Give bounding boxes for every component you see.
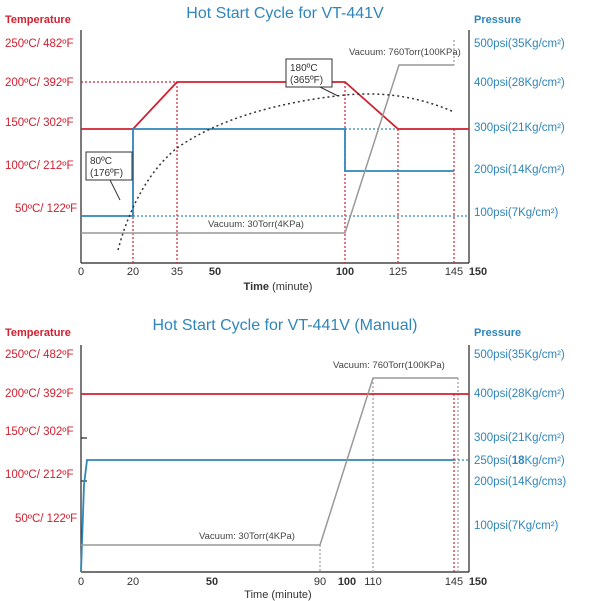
chart-1-callout-80c-line1: 80ºC xyxy=(90,156,112,167)
chart-1-x-tick-0: 0 xyxy=(78,266,84,278)
chart-2-x-tick-150: 150 xyxy=(469,576,487,588)
chart-1-left-tick-100: 100ºC/ 212ºF xyxy=(5,160,74,172)
chart-1-callout-180c-box xyxy=(285,58,333,88)
chart-2-x-tick-100: 100 xyxy=(338,576,356,588)
chart-2-x-tick-110: 110 xyxy=(364,576,382,588)
chart-2-x-tick-90: 90 xyxy=(314,576,326,588)
chart-1-left-tick-250: 250ºC/ 482ºF xyxy=(5,38,74,50)
chart-1-pressure-line xyxy=(81,128,454,217)
chart-2-right-tick-250-bold: 18 xyxy=(512,455,525,467)
chart-2-right-tick-250: 250psi(18Kg/cm²) xyxy=(474,455,565,467)
chart-2-x-tick-0: 0 xyxy=(78,576,84,588)
chart-1-x-tick-35: 35 xyxy=(171,266,183,278)
chart-1-callout-80c-line2: (176ºF) xyxy=(90,168,123,179)
chart-2-vacuum-low-label: Vacuum: 30Torr(4KPa) xyxy=(199,531,295,542)
chart-2: Hot Start Cycle for VT-441V (Manual) Tem… xyxy=(5,317,566,601)
chart-1-callout-180c: 180ºC (365ºF) xyxy=(285,58,339,97)
chart-2-x-tick-50: 50 xyxy=(206,576,218,588)
chart-1-right-tick-400: 400psi(28Kg/cm²) xyxy=(474,77,565,89)
chart-1-x-tick-100: 100 xyxy=(336,266,354,278)
chart-1-vacuum-line xyxy=(81,64,454,234)
chart-1-profile-curve xyxy=(117,93,455,251)
chart-1-callout-80c: 80ºC (176ºF) xyxy=(85,151,133,201)
chart-2-vacuum-high-label: Vacuum: 760Torr(100KPa) xyxy=(333,360,445,371)
chart-2-left-tick-250: 250ºC/ 482ºF xyxy=(5,349,74,361)
chart-2-title: Hot Start Cycle for VT-441V (Manual) xyxy=(153,317,418,334)
chart-1-x-axis-label-bold: Time xyxy=(244,281,269,293)
chart-2-x-axis-label: Time (minute) xyxy=(244,589,311,601)
chart-2-left-axis-title: Temperature xyxy=(5,327,71,339)
chart-1-callout-80c-pointer xyxy=(109,179,121,201)
chart-2-right-tick-250-pre: 250psi( xyxy=(474,455,512,467)
chart-1-x-tick-50: 50 xyxy=(209,266,221,278)
chart-1-x-tick-145: 145 xyxy=(445,266,463,278)
chart-1: Hot Start Cycle for VT-441V Temperature … xyxy=(5,5,565,293)
chart-2-vacuum-line xyxy=(81,377,458,546)
chart-2-right-tick-400: 400psi(28Kg/cm²) xyxy=(474,388,565,400)
chart-1-left-tick-50: 50ºC/ 122ºF xyxy=(15,203,77,215)
chart-1-right-tick-100: 100psi(7Kg/cm²) xyxy=(474,207,559,219)
chart-2-left-tick-200: 200ºC/ 392ºF xyxy=(5,388,74,400)
chart-1-right-tick-300: 300psi(21Kg/cm²) xyxy=(474,122,565,134)
chart-1-temperature-line xyxy=(81,81,469,130)
chart-1-right-tick-200: 200psi(14Kg/cm²) xyxy=(474,164,565,176)
chart-2-right-tick-100: 100psi(7Kg/cm²) xyxy=(474,520,559,532)
chart-2-right-tick-250-post: Kg/cm²) xyxy=(525,455,565,467)
chart-1-x-axis-label: Time (minute) xyxy=(244,281,313,293)
chart-1-callout-180c-line1: 180ºC xyxy=(290,63,318,74)
chart-1-x-tick-125: 125 xyxy=(389,266,407,278)
chart-1-left-axis-title: Temperature xyxy=(5,14,71,26)
chart-1-x-tick-150: 150 xyxy=(469,266,487,278)
chart-2-x-tick-20: 20 xyxy=(127,576,139,588)
chart-2-x-tick-145: 145 xyxy=(445,576,463,588)
chart-2-right-axis-title: Pressure xyxy=(474,327,521,339)
chart-2-right-tick-200: 200psi(14Kg/cmɜ) xyxy=(474,476,566,488)
chart-1-x-axis-label-rest: (minute) xyxy=(272,281,312,293)
chart-1-right-axis-title: Pressure xyxy=(474,14,521,26)
chart-2-right-tick-300: 300psi(21Kg/cm²) xyxy=(474,432,565,444)
chart-2-left-tick-100: 100ºC/ 212ºF xyxy=(5,469,74,481)
chart-1-vacuum-high-label: Vacuum: 760Torr(100KPa) xyxy=(349,47,461,58)
chart-2-left-tick-150: 150ºC/ 302ºF xyxy=(5,426,74,438)
chart-1-x-tick-20: 20 xyxy=(127,266,139,278)
chart-2-pressure-line xyxy=(80,459,454,573)
chart-1-right-tick-500: 500psi(35Kg/cm²) xyxy=(474,38,565,50)
chart-1-vacuum-low-label: Vacuum: 30Torr(4KPa) xyxy=(208,219,304,230)
chart-1-callout-180c-line2: (365ºF) xyxy=(290,75,323,86)
chart-2-left-tick-50: 50ºC/ 122ºF xyxy=(15,513,77,525)
chart-2-right-tick-500: 500psi(35Kg/cm²) xyxy=(474,349,565,361)
chart-1-left-tick-150: 150ºC/ 302ºF xyxy=(5,117,74,129)
chart-1-callout-180c-pointer xyxy=(319,86,339,97)
chart-1-title: Hot Start Cycle for VT-441V xyxy=(186,5,384,22)
chart-1-callout-80c-box xyxy=(85,151,133,181)
chart-1-left-tick-200: 200ºC/ 392ºF xyxy=(5,77,74,89)
